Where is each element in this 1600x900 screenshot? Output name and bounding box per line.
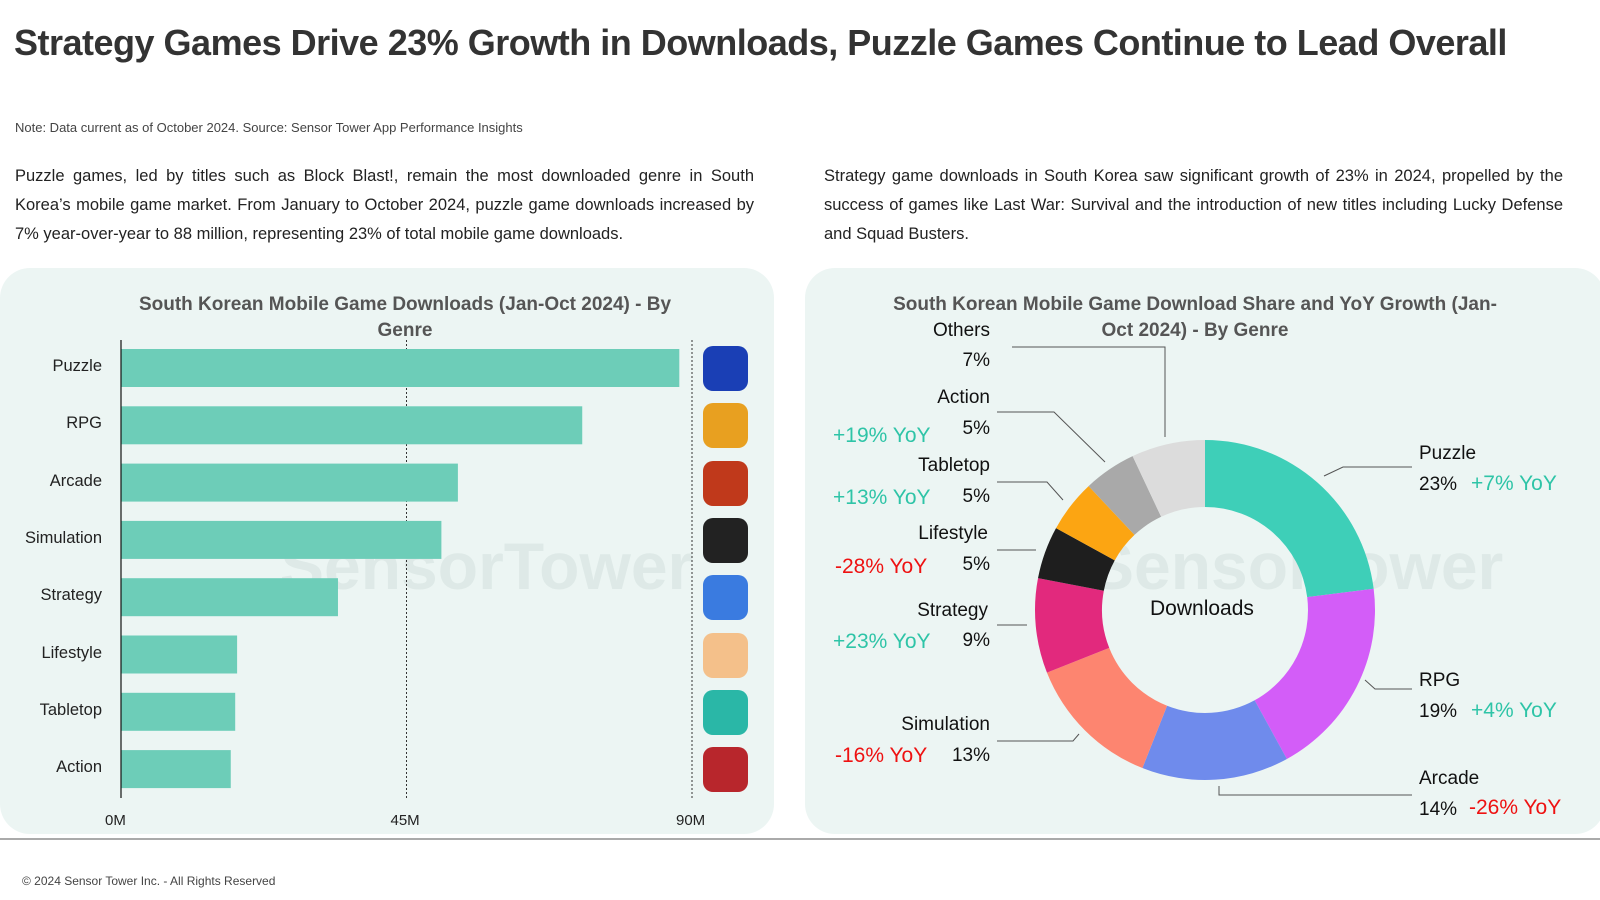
action-game-icon <box>703 747 748 793</box>
right-paragraph: Strategy game downloads in South Korea s… <box>824 167 1563 243</box>
cookie-run-icon <box>703 460 748 506</box>
bar-puzzle <box>121 349 680 387</box>
slice-rpg <box>1254 588 1375 759</box>
slice-label: Arcade <box>1419 768 1480 789</box>
category-label: Puzzle <box>52 357 102 375</box>
slice-label: Simulation <box>901 714 990 735</box>
footer-divider <box>0 838 1600 840</box>
bar-rpg <box>121 406 583 445</box>
slice-label: Others <box>932 320 990 341</box>
yoy-growth: +23% YoY <box>833 630 931 653</box>
yoy-growth: -16% YoY <box>835 744 928 767</box>
bar-lifestyle <box>121 635 238 674</box>
page-title: Strategy Games Drive 23% Growth in Downl… <box>14 22 1507 63</box>
x-tick-label: 0M <box>105 812 126 829</box>
category-label: Lifestyle <box>41 643 102 662</box>
slice-label: Lifestyle <box>918 523 988 544</box>
slice-share: 14% <box>1419 799 1458 820</box>
category-label: Simulation <box>24 528 102 547</box>
category-label: RPG <box>66 414 102 433</box>
bar-action <box>121 750 231 789</box>
left-paragraph: Puzzle games, led by titles such as Bloc… <box>15 167 754 243</box>
block-blast-icon <box>703 346 748 391</box>
slice-share: 7% <box>962 350 990 371</box>
slice-label: RPG <box>1419 670 1461 691</box>
slice-simulation <box>1046 647 1168 769</box>
yoy-growth: -28% YoY <box>835 555 928 578</box>
copyright: © 2024 Sensor Tower Inc. - All Rights Re… <box>22 874 276 888</box>
bar-simulation <box>121 520 442 559</box>
yoy-growth: +19% YoY <box>833 424 931 447</box>
x-tick-label: 90M <box>676 812 706 829</box>
slice-lifestyle <box>1038 528 1115 591</box>
slice-share: 5% <box>962 554 990 575</box>
source-note: Note: Data current as of October 2024. S… <box>15 120 523 135</box>
slice-label: Strategy <box>917 600 988 621</box>
yoy-growth: +13% YoY <box>833 486 931 509</box>
category-label: Strategy <box>40 586 102 605</box>
slice-strategy <box>1034 578 1110 673</box>
yoy-growth: -26% YoY <box>1469 796 1562 819</box>
slice-label: Puzzle <box>1419 443 1477 464</box>
strategy-game-icon <box>703 575 748 621</box>
bar-tabletop <box>121 692 236 731</box>
slice-action <box>1088 456 1162 535</box>
donut-center-label: Downloads <box>1150 597 1254 620</box>
bar-chart-title: South Korean Mobile Game Downloads (Jan-… <box>138 294 672 341</box>
x-tick-label: 45M <box>390 812 420 829</box>
yoy-growth: +4% YoY <box>1471 699 1557 722</box>
simulation-game-icon <box>703 517 748 563</box>
slice-label: Action <box>937 387 990 408</box>
slice-puzzle <box>1205 439 1374 598</box>
bar-strategy <box>121 578 338 617</box>
slice-share: 19% <box>1419 701 1458 722</box>
slice-share: 5% <box>962 486 990 507</box>
lifestyle-game-icon <box>703 632 748 678</box>
category-label: Arcade <box>49 471 102 490</box>
rpg-game-icon <box>703 403 748 449</box>
bar-arcade <box>121 463 458 502</box>
slice-tabletop <box>1056 486 1135 561</box>
category-label: Action <box>56 758 102 777</box>
yoy-growth: +7% YoY <box>1471 472 1557 495</box>
slice-arcade <box>1142 700 1287 780</box>
slice-share: 5% <box>962 418 990 439</box>
tabletop-game-icon <box>703 689 748 735</box>
donut-chart-title: South Korean Mobile Game Download Share … <box>893 294 1497 341</box>
slice-share: 23% <box>1419 474 1458 495</box>
category-label: Tabletop <box>39 700 102 719</box>
slice-share: 13% <box>951 745 990 766</box>
slice-label: Tabletop <box>918 455 990 476</box>
slice-share: 9% <box>962 630 990 651</box>
slice-others <box>1132 440 1205 517</box>
